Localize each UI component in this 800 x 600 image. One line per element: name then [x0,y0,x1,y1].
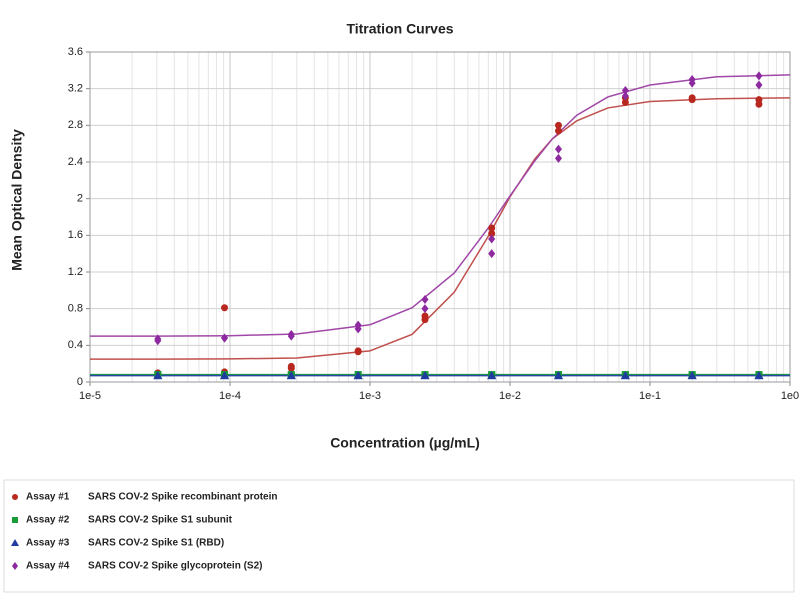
point [354,324,362,334]
point [221,304,229,312]
point [421,304,429,314]
point [287,331,295,341]
point [620,371,630,380]
x-tick-label: 1e-5 [79,390,101,402]
legend-description: SARS COV-2 Spike glycoprotein (S2) [88,561,262,572]
point [353,371,363,380]
point [754,371,764,380]
plot-frame [89,51,791,383]
legend-description: SARS COV-2 Spike S1 subunit [88,515,233,526]
fit-curve [90,74,791,337]
x-tick-label: 1e-3 [359,390,381,402]
y-tick-label: 0.8 [68,303,83,315]
y-tick-label: 0 [77,376,83,388]
y-axis-title: Mean Optical Density [9,129,25,271]
legend-box [3,479,795,593]
point [421,295,429,304]
point [755,80,763,90]
legend-marker [12,517,18,523]
y-tick-label: 1.6 [68,229,83,241]
y-tick-label: 3.2 [68,83,83,95]
y-tick-label: 2.4 [68,156,83,168]
point [554,144,562,154]
point [688,78,696,88]
point [621,91,629,101]
y-tick-label: 0.4 [68,339,83,351]
x-axis-title: Concentration (µg/mL) [330,435,480,451]
legend-marker [12,494,18,500]
point [421,312,429,320]
point [420,371,430,380]
point [487,371,497,380]
y-tick-label: 1.2 [68,266,83,278]
x-tick-label: 1e-1 [639,390,661,402]
point [554,153,562,163]
point [755,100,763,108]
fit-curve [90,97,791,360]
x-tick-label: 1e-4 [219,390,241,402]
point [488,249,496,259]
point [354,347,362,355]
point [755,71,763,81]
x-tick-label: 1e0 [781,390,799,402]
legend-description: SARS COV-2 Spike recombinant protein [88,492,277,503]
legend-label: Assay #4 [26,561,70,572]
point [153,371,163,380]
point [221,333,229,343]
point [287,364,295,372]
legend-label: Assay #3 [26,538,70,549]
legend-marker [11,539,19,546]
x-tick-label: 1e-2 [499,390,521,402]
point [553,371,563,380]
point [488,234,496,244]
y-tick-label: 2 [77,193,83,205]
legend-label: Assay #1 [26,492,70,503]
point [488,230,496,237]
legend-description: SARS COV-2 Spike S1 (RBD) [88,538,224,549]
point [220,371,230,380]
chart-title: Titration Curves [346,21,453,37]
y-tick-label: 2.8 [68,119,83,131]
point [488,224,496,232]
point [621,86,629,95]
point [286,371,296,380]
point [554,127,562,135]
point [554,121,562,129]
point [154,336,162,346]
legend-marker [12,562,18,570]
point [687,371,697,380]
y-tick-label: 3.6 [68,46,83,58]
point [688,96,696,104]
legend-label: Assay #2 [26,515,70,526]
